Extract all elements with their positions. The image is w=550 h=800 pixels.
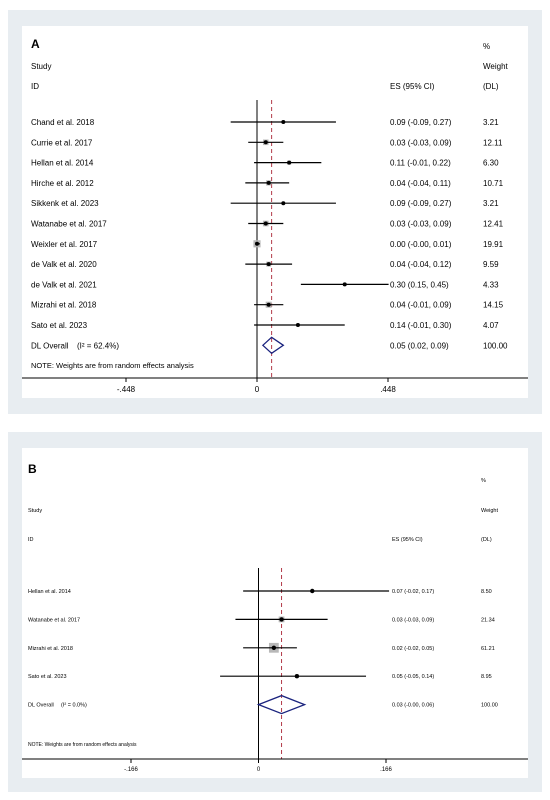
panel-a-plot-area: A% Study Weight ID ES (95% CI) (DL) Chand et a… — [22, 26, 528, 398]
study-weight: 4.07 — [483, 321, 499, 330]
study-name: Mizrahi et al. 2018 — [31, 301, 97, 310]
study-weight: 3.21 — [483, 118, 499, 127]
header-dl: (DL) — [481, 537, 492, 543]
study-weight: 10.71 — [483, 179, 504, 188]
overall-heterogeneity: (I² = 62.4%) — [77, 341, 119, 350]
point-estimate — [295, 323, 300, 327]
effect-size-ci: 0.03 (-0.03, 0.09) — [390, 220, 452, 229]
header-study: Study — [31, 62, 51, 71]
overall-effect-ci: 0.03 (-0.00, 0.06) — [392, 703, 434, 709]
point-estimate — [263, 221, 268, 226]
overall-label: DL Overall — [31, 341, 69, 350]
study-weight: 4.33 — [483, 280, 499, 289]
study-weight: 19.91 — [483, 240, 504, 249]
x-tick-label: -.166 — [124, 767, 138, 773]
point-estimate — [287, 160, 292, 165]
overall-effect-ci: 0.05 (0.02, 0.09) — [390, 341, 449, 350]
point-estimate — [266, 302, 271, 307]
effect-size-ci: 0.30 (0.15, 0.45) — [390, 280, 449, 289]
study-weight: 21.34 — [481, 617, 495, 623]
study-weight: 8.95 — [481, 674, 492, 680]
effect-size-ci: 0.04 (-0.01, 0.09) — [390, 301, 452, 310]
study-weight: 3.21 — [483, 199, 499, 208]
footnote: NOTE: Weights are from random effects an… — [31, 361, 194, 370]
effect-size-ci: 0.03 (-0.03, 0.09) — [390, 138, 452, 147]
panel-a: A% Study Weight ID ES (95% CI) (DL) Chand et a… — [8, 10, 542, 414]
point-estimate — [266, 262, 271, 267]
overall-diamond — [261, 336, 285, 355]
study-name: Watanabe et al. 2017 — [31, 220, 107, 229]
effect-size-ci: 0.09 (-0.09, 0.27) — [390, 118, 452, 127]
study-name: de Valk et al. 2021 — [31, 280, 97, 289]
overall-heterogeneity: (I² = 0.0%) — [61, 703, 87, 709]
study-weight: 12.41 — [483, 220, 504, 229]
header-weight: Weight — [483, 62, 509, 71]
study-name: Sato et al. 2023 — [31, 321, 88, 330]
x-tick-label: 0 — [257, 767, 261, 773]
x-tick-label: -.448 — [117, 385, 136, 394]
effect-size-ci: 0.03 (-0.03, 0.09) — [392, 617, 434, 623]
effect-size-ci: 0.07 (-0.02, 0.17) — [392, 589, 434, 595]
header-es: ES (95% CI) — [390, 82, 435, 91]
study-weight: 6.30 — [483, 159, 499, 168]
header-percent: % — [483, 42, 490, 51]
effect-size-ci: 0.05 (-0.05, 0.14) — [392, 674, 434, 680]
point-estimate — [263, 140, 268, 145]
overall-diamond — [256, 694, 307, 715]
overall-weight: 100.00 — [483, 341, 508, 350]
study-name: Sikkenk et al. 2023 — [31, 199, 99, 208]
point-estimate — [281, 201, 286, 206]
study-name: Weixler et al. 2017 — [31, 240, 98, 249]
panel-b-plot-area: B% Study Weight ID ES (95% CI) (DL) Hellan et … — [22, 448, 528, 778]
header-weight: Weight — [481, 508, 498, 514]
study-name: de Valk et al. 2020 — [31, 260, 97, 269]
x-tick-label: .448 — [380, 385, 396, 394]
x-tick-label: 0 — [255, 385, 260, 394]
study-name: Hellan et al. 2014 — [28, 589, 71, 595]
point-estimate — [294, 674, 300, 679]
effect-size-ci: 0.11 (-0.01, 0.22) — [390, 159, 451, 168]
header-id: ID — [28, 537, 34, 543]
study-weight: 12.11 — [483, 138, 503, 147]
study-weight: 14.15 — [483, 301, 504, 310]
point-estimate — [279, 617, 284, 622]
panel-label: A — [31, 37, 40, 51]
header-percent: % — [481, 478, 486, 484]
point-estimate — [281, 120, 286, 124]
point-estimate — [342, 282, 347, 287]
point-estimate — [255, 241, 259, 246]
study-name: Mizrahi et al. 2018 — [28, 646, 73, 652]
point-estimate — [310, 588, 315, 594]
study-weight: 9.59 — [483, 260, 499, 269]
header-study: Study — [28, 508, 42, 514]
effect-size-ci: 0.09 (-0.09, 0.27) — [390, 199, 452, 208]
footnote: NOTE: Weights are from random effects an… — [28, 742, 137, 748]
study-name: Sato et al. 2023 — [28, 674, 67, 680]
study-name: Chand et al. 2018 — [31, 118, 95, 127]
effect-size-ci: 0.02 (-0.02, 0.05) — [392, 646, 434, 652]
header-dl: (DL) — [483, 82, 499, 91]
study-name: Hellan et al. 2014 — [31, 159, 94, 168]
header-es: ES (95% CI) — [392, 537, 423, 543]
panel-label: B — [28, 462, 37, 476]
study-weight: 61.21 — [481, 646, 495, 652]
overall-weight: 100.00 — [481, 703, 498, 709]
forest-plot-b: B% Study Weight ID ES (95% CI) (DL) Hellan et … — [22, 462, 528, 773]
x-tick-label: .166 — [380, 767, 392, 773]
effect-size-ci: 0.04 (-0.04, 0.11) — [390, 179, 451, 188]
header-id: ID — [31, 82, 39, 91]
panel-b: B% Study Weight ID ES (95% CI) (DL) Hellan et … — [8, 432, 542, 792]
point-estimate — [266, 180, 271, 185]
overall-label: DL Overall — [28, 703, 54, 709]
forest-plot-a: A % Study Weight ID ES (95% CI) (DL) Chand et a… — [22, 37, 528, 394]
effect-size-ci: 0.04 (-0.04, 0.12) — [390, 260, 452, 269]
study-name: Currie et al. 2017 — [31, 138, 93, 147]
study-name: Hirche et al. 2012 — [31, 179, 94, 188]
effect-size-ci: 0.00 (-0.00, 0.01) — [390, 240, 452, 249]
study-name: Watanabe et al. 2017 — [28, 617, 80, 623]
effect-size-ci: 0.14 (-0.01, 0.30) — [390, 321, 452, 330]
point-estimate — [271, 645, 277, 650]
study-weight: 8.50 — [481, 589, 492, 595]
